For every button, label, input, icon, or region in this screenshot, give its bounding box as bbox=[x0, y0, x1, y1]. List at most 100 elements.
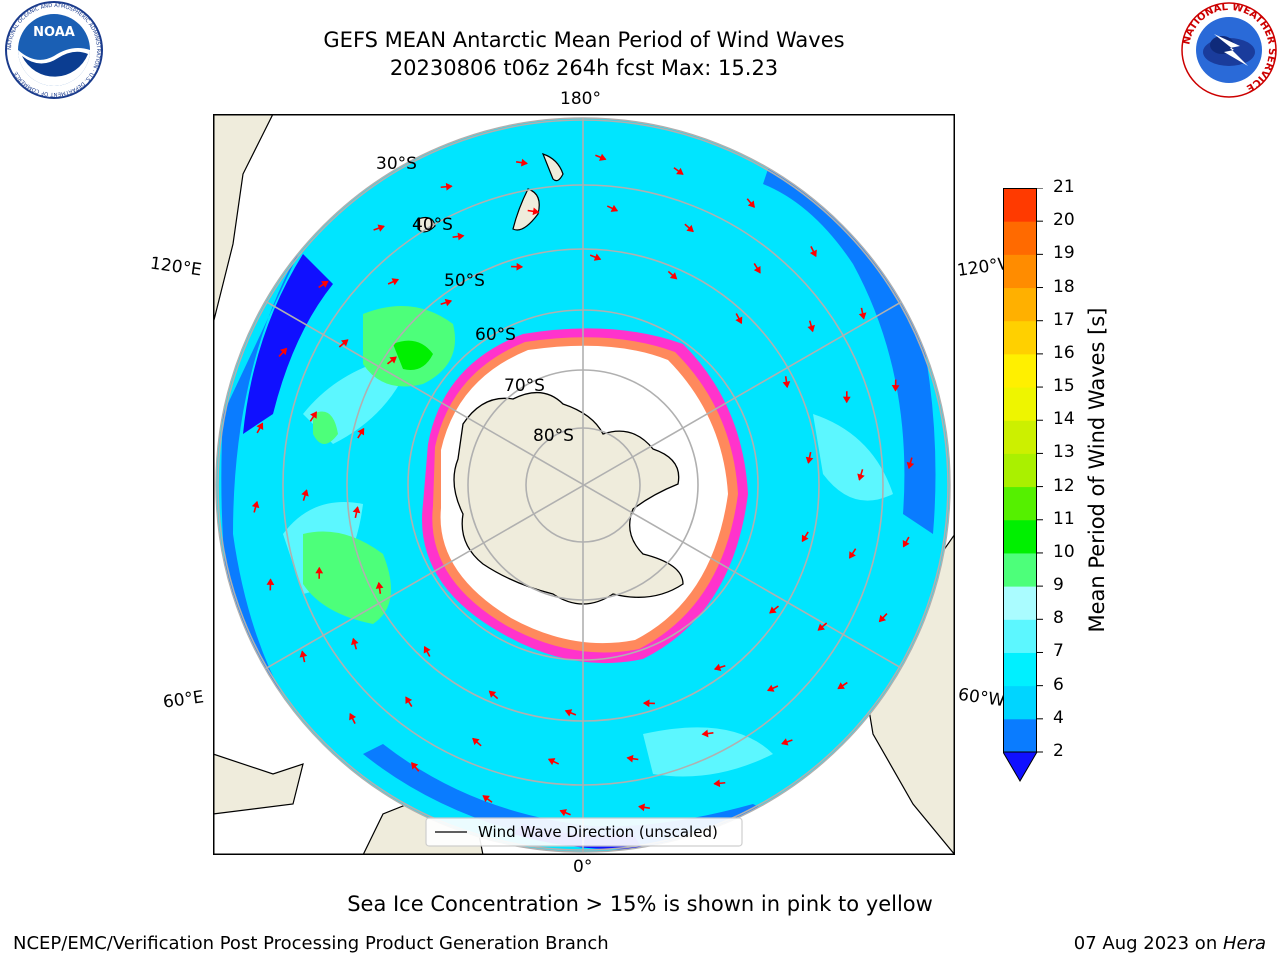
lon-label-120e: 120°E bbox=[148, 253, 203, 281]
colorbar-tick-label: 10 bbox=[1053, 541, 1075, 562]
wind-wave-arrowhead bbox=[891, 385, 900, 392]
wind-wave-arrowhead bbox=[520, 158, 528, 167]
wind-wave-arrowhead bbox=[516, 262, 524, 271]
lon-label-180: 180° bbox=[560, 89, 601, 109]
lat-label-60s: 60°S bbox=[475, 325, 516, 345]
colorbar-band bbox=[1003, 685, 1037, 720]
new-zealand-land bbox=[541, 153, 564, 182]
legend-label: Wind Wave Direction (unscaled) bbox=[478, 823, 718, 841]
antarctica-land bbox=[453, 392, 684, 605]
map-frame bbox=[213, 114, 955, 855]
wind-wave-arrowhead bbox=[482, 795, 490, 803]
colorbar-band bbox=[1003, 486, 1037, 521]
colorbar-band bbox=[1003, 254, 1037, 289]
wind-wave-arrowhead bbox=[310, 411, 317, 419]
wind-wave-arrowhead bbox=[532, 207, 540, 216]
colorbar-tick-label: 17 bbox=[1053, 309, 1075, 330]
colorbar-tick-label: 21 bbox=[1053, 177, 1075, 197]
wind-wave-arrowhead bbox=[472, 737, 480, 746]
wind-wave-arrowhead bbox=[279, 347, 288, 356]
noaa-wordmark: NOAA bbox=[33, 25, 75, 40]
wind-wave-arrowhead bbox=[766, 684, 775, 692]
colorbar-under-arrow bbox=[1003, 751, 1038, 782]
colorbar-tick-label: 6 bbox=[1053, 674, 1064, 695]
colorbar-label: Mean Period of Wind Waves [s] bbox=[1085, 307, 1109, 633]
wind-wave-arrowhead bbox=[837, 682, 845, 690]
wind-wave-arrowhead bbox=[389, 356, 397, 364]
wind-wave-arrowhead bbox=[610, 204, 619, 212]
footer-date: 07 Aug 2023 on Hera bbox=[1074, 933, 1266, 954]
colorbar-band bbox=[1003, 453, 1037, 488]
colorbar-band bbox=[1003, 652, 1037, 687]
wind-wave-arrowhead bbox=[352, 506, 361, 514]
colorbar-band bbox=[1003, 353, 1037, 388]
wind-wave-arrowhead bbox=[906, 461, 915, 470]
wind-wave-arrowhead bbox=[713, 779, 721, 788]
wind-wave-arrowhead bbox=[391, 278, 400, 286]
wind-wave-arrowhead bbox=[638, 803, 646, 812]
wind-wave-arrowhead bbox=[299, 650, 308, 658]
wind-wave-arrowhead bbox=[301, 489, 309, 497]
wind-wave-arrowhead bbox=[351, 637, 359, 646]
wind-wave-arrowhead bbox=[444, 298, 453, 307]
lon-label-60w: 60°W bbox=[956, 684, 1007, 712]
colorbar-band bbox=[1003, 586, 1037, 620]
lat-label-80s: 80°S bbox=[533, 426, 574, 446]
wind-wave-arrowhead bbox=[801, 534, 809, 543]
wind-wave-arrowhead bbox=[878, 614, 887, 623]
lat-label-70s: 70°S bbox=[504, 376, 545, 396]
wind-wave-arrowhead bbox=[349, 712, 357, 721]
wind-wave-arrowhead bbox=[782, 381, 791, 389]
wind-wave-arrowhead bbox=[357, 427, 365, 436]
wind-wave-arrowhead bbox=[669, 272, 678, 280]
wind-wave-arrowhead bbox=[488, 690, 497, 698]
colorbar-band bbox=[1003, 387, 1037, 421]
wind-wave-arrowhead bbox=[713, 663, 722, 672]
wind-wave-arrowhead bbox=[807, 324, 815, 333]
colorbar-tick-label: 19 bbox=[1053, 243, 1075, 264]
wind-wave-arrowhead bbox=[676, 167, 684, 175]
australia-land bbox=[213, 114, 274, 325]
wind-wave-arrowhead bbox=[251, 500, 260, 509]
map-legend: Wind Wave Direction (unscaled) bbox=[425, 817, 743, 847]
wind-wave-arrowhead bbox=[626, 754, 634, 763]
colorbar-tick-label: 16 bbox=[1053, 342, 1075, 363]
wind-wave-arrowhead bbox=[747, 200, 755, 208]
colorbar-band bbox=[1003, 619, 1037, 653]
colorbar-band bbox=[1003, 287, 1037, 322]
polar-map: 30°S 40°S 50°S 60°S 70°S 80°S Wind Wave … bbox=[213, 114, 955, 855]
colorbar-tick-label: 20 bbox=[1053, 210, 1075, 231]
wind-wave-arrowhead bbox=[256, 422, 264, 431]
wind-wave-arrowhead bbox=[902, 539, 910, 548]
noaa-logo: NOAA NATIONAL OCEANIC AND ATMOSPHERIC AD… bbox=[5, 1, 103, 99]
wind-wave-arrowhead bbox=[769, 606, 777, 614]
wind-wave-arrowhead bbox=[377, 224, 385, 232]
wind-wave-arrowhead bbox=[701, 729, 709, 738]
lon-label-0: 0° bbox=[573, 857, 593, 877]
wind-wave-arrowhead bbox=[457, 232, 465, 241]
africa-land bbox=[213, 753, 304, 815]
colorbar-tick-label: 15 bbox=[1053, 376, 1075, 397]
colorbar-band bbox=[1003, 552, 1037, 587]
wind-wave-arrowhead bbox=[423, 645, 431, 654]
wind-wave-arrowhead bbox=[753, 266, 761, 274]
wind-wave-arrowhead bbox=[315, 566, 324, 574]
wind-wave-arrowhead bbox=[686, 224, 694, 233]
wind-wave-arrowhead bbox=[375, 581, 384, 589]
lat-label-40s: 40°S bbox=[412, 215, 453, 235]
wind-wave-arrowhead bbox=[321, 280, 329, 288]
colorbar-tick-label: 14 bbox=[1053, 409, 1075, 430]
colorbar-tick-label: 13 bbox=[1053, 442, 1075, 463]
wind-wave-arrowhead bbox=[809, 249, 817, 258]
colorbar-band bbox=[1003, 221, 1037, 255]
wind-wave-arrowhead bbox=[547, 758, 556, 766]
footer-host: Hera bbox=[1222, 933, 1266, 954]
colorbar-band bbox=[1003, 420, 1037, 454]
colorbar-tick-label: 2 bbox=[1053, 741, 1064, 761]
wind-wave-arrowhead bbox=[817, 623, 825, 631]
wind-wave-arrowhead bbox=[735, 316, 743, 325]
colorbar-tick-label: 18 bbox=[1053, 276, 1075, 297]
wind-wave-arrowhead bbox=[599, 153, 607, 161]
wind-wave-arrowhead bbox=[781, 738, 789, 746]
footer-branch: NCEP/EMC/Verification Post Processing Pr… bbox=[13, 933, 609, 954]
